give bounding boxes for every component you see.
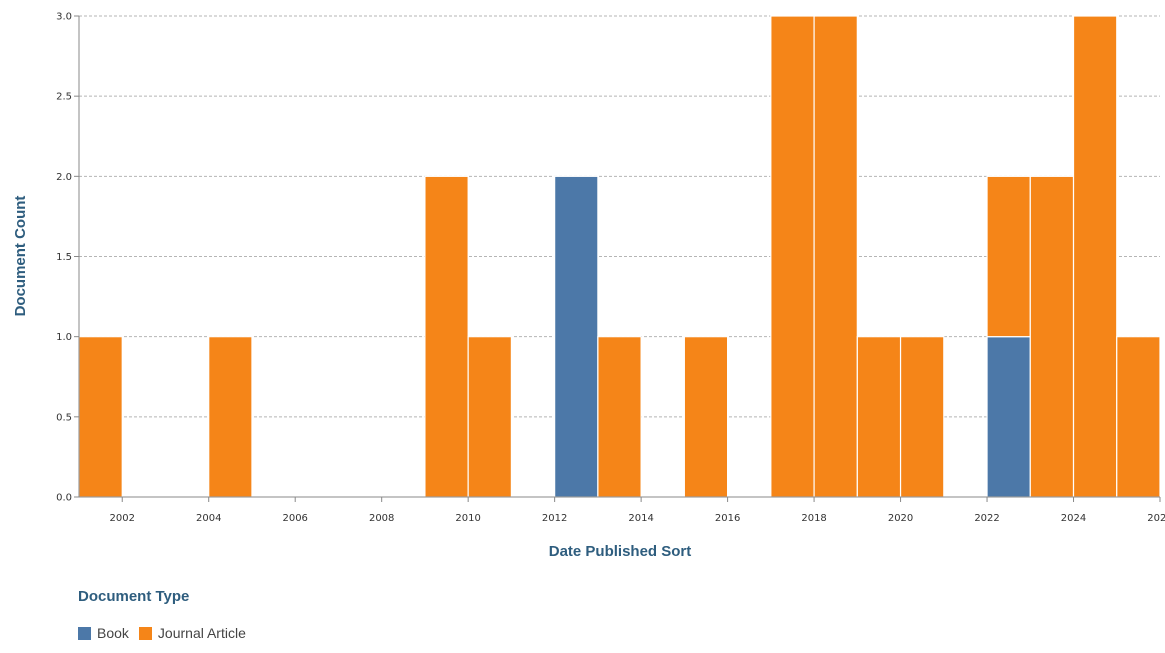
bar-journal-article	[770, 15, 815, 498]
y-tick-label: 1.0	[56, 332, 72, 343]
bar-journal-article	[1029, 175, 1075, 498]
x-tick-label: 2010	[455, 513, 480, 524]
y-tick-label: 0.5	[56, 412, 72, 423]
legend-item-journal-article[interactable]: Journal Article	[138, 625, 246, 641]
bar-journal-article	[424, 175, 469, 498]
axes: 0.0 0.5 1.0 1.5 2.0 2.5 3.0 2002 2004 2006 2008 201…	[56, 12, 1165, 525]
y-tick-label: 3.0	[56, 12, 72, 23]
bar-journal-article	[208, 336, 253, 498]
x-tick-label: 2014	[628, 513, 653, 524]
bar-journal-article	[1072, 15, 1118, 498]
x-tick-label: 2024	[1061, 513, 1086, 524]
x-tick-label: 2022	[974, 513, 999, 524]
legend: Document Type Book Journal Article	[78, 588, 246, 641]
bar-journal-article	[813, 15, 858, 498]
bar-journal-article	[856, 336, 902, 498]
x-tick-label: 2008	[369, 513, 394, 524]
legend-swatch-book	[78, 626, 91, 640]
bar-journal-article	[683, 336, 729, 498]
x-tick-label: 2012	[542, 513, 567, 524]
y-tick-label: 2.5	[56, 92, 72, 103]
legend-item-book[interactable]: Book	[78, 625, 129, 641]
bar-journal-article	[1116, 336, 1161, 498]
legend-swatch-journal-article	[138, 626, 152, 640]
bar-book	[554, 175, 599, 498]
bar-journal-article	[78, 336, 123, 498]
y-tick-label: 1.5	[56, 252, 72, 263]
x-tick-label: 2018	[801, 513, 826, 524]
x-tick-label: 2006	[282, 513, 307, 524]
legend-title: Document Type	[78, 588, 190, 605]
bars	[78, 15, 1161, 498]
bar-journal-article	[899, 336, 945, 498]
y-tick-label: 2.0	[56, 172, 72, 183]
y-tick-label: 0.0	[56, 493, 72, 504]
bar-book	[986, 336, 1031, 498]
x-tick-label: 2026	[1147, 513, 1165, 524]
legend-items: Book Journal Article	[78, 625, 246, 641]
bar-journal-article	[986, 175, 1031, 338]
bar-journal-article	[597, 336, 642, 498]
x-axis-title: Date Published Sort	[549, 543, 692, 560]
y-axis-title: Document Count	[12, 196, 29, 317]
x-tick-label: 2020	[888, 513, 913, 524]
x-tick-label: 2002	[110, 513, 135, 524]
legend-label-book: Book	[97, 625, 129, 641]
x-tick-label: 2004	[196, 513, 221, 524]
bar-chart: 0.0 0.5 1.0 1.5 2.0 2.5 3.0 2002 2004 2006 2008 201…	[12, 12, 1165, 561]
x-tick-label: 2016	[715, 513, 740, 524]
bar-journal-article	[467, 336, 513, 498]
legend-label-journal-article: Journal Article	[157, 625, 246, 641]
